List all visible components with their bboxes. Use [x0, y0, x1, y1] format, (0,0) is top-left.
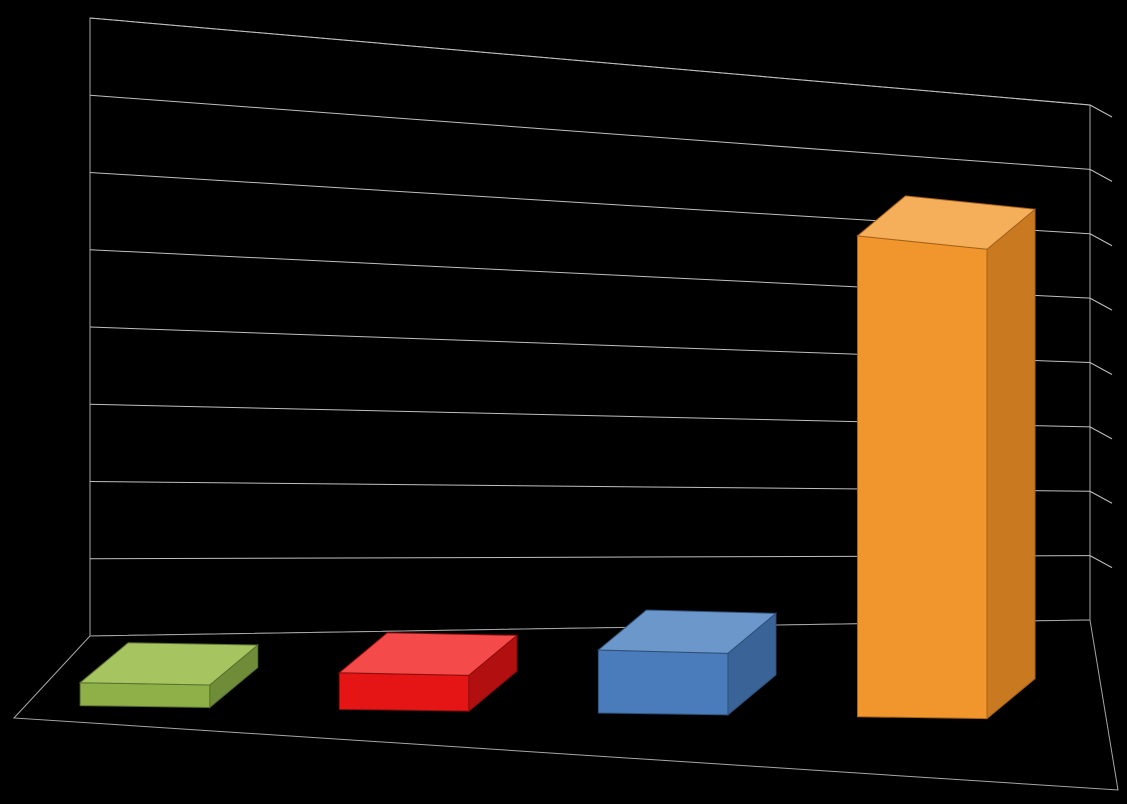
- gridline-tick: [1090, 105, 1112, 117]
- gridline-tick: [1090, 169, 1112, 181]
- gridline-tick: [1090, 234, 1112, 246]
- gridline: [90, 95, 1090, 169]
- gridline: [90, 18, 1090, 105]
- gridline-tick: [1090, 298, 1112, 310]
- gridline-tick: [1090, 363, 1112, 375]
- gridline-tick: [1090, 427, 1112, 439]
- bar-chart-3d: [0, 0, 1127, 804]
- gridline-tick: [1090, 491, 1112, 503]
- gridline-tick: [1090, 556, 1112, 568]
- bar: [857, 196, 1035, 719]
